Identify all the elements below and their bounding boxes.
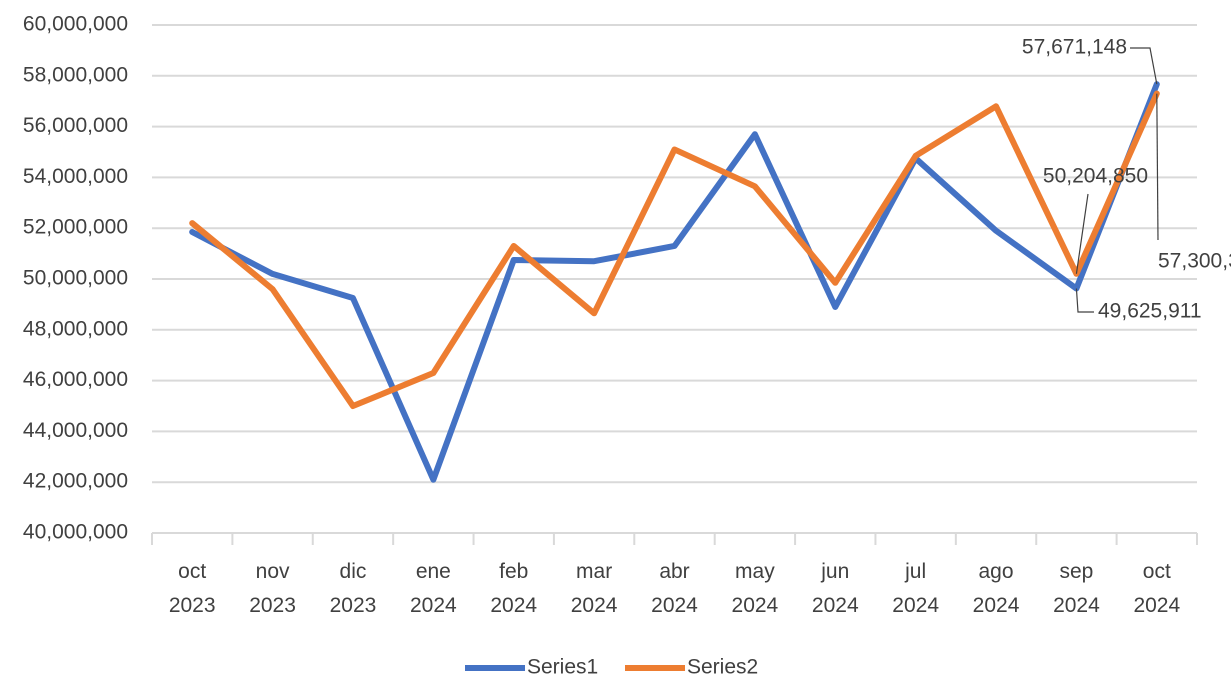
y-tick-label: 52,000,000 (23, 216, 128, 239)
x-tick-label: dic 2023 (330, 560, 377, 617)
leader-line (1130, 47, 1158, 85)
x-tick-label: oct 2024 (1133, 560, 1180, 617)
data-label: 57,671,148 (1022, 36, 1127, 59)
y-tick-label: 48,000,000 (23, 317, 128, 340)
y-tick-label: 44,000,000 (23, 419, 128, 442)
data-label: 49,625,911 (1098, 300, 1202, 323)
x-tick-label: abr 2024 (651, 560, 698, 617)
x-tick-label: oct 2023 (169, 560, 216, 617)
legend-label: Series2 (687, 656, 758, 679)
x-tick-label: ago 2024 (973, 560, 1020, 617)
data-label: 50,204,850 (1043, 165, 1148, 188)
x-tick-label: nov 2023 (249, 560, 296, 617)
y-tick-label: 56,000,000 (23, 114, 128, 137)
y-tick-label: 54,000,000 (23, 165, 128, 188)
x-tick-label: sep 2024 (1053, 560, 1100, 617)
y-tick-label: 50,000,000 (23, 267, 128, 290)
x-tick-label: ene 2024 (410, 560, 457, 617)
series-line (189, 90, 1160, 409)
x-tick-label: jul 2024 (892, 560, 939, 617)
y-tick-label: 42,000,000 (23, 470, 128, 493)
x-tick-label: may 2024 (732, 560, 779, 617)
x-tick-label: mar 2024 (571, 560, 618, 617)
x-tick-label: jun 2024 (812, 560, 859, 617)
x-tick-label: feb 2024 (490, 560, 537, 617)
y-tick-label: 60,000,000 (23, 13, 128, 36)
y-tick-label: 58,000,000 (23, 63, 128, 86)
data-label: 57,300,385 (1158, 250, 1231, 273)
y-tick-label: 40,000,000 (23, 521, 128, 544)
leader-line (1075, 193, 1089, 274)
series-line (189, 81, 1160, 483)
leader-line (1156, 93, 1159, 241)
leader-line (1075, 288, 1094, 313)
legend-label: Series1 (527, 656, 598, 679)
y-tick-label: 46,000,000 (23, 368, 128, 391)
